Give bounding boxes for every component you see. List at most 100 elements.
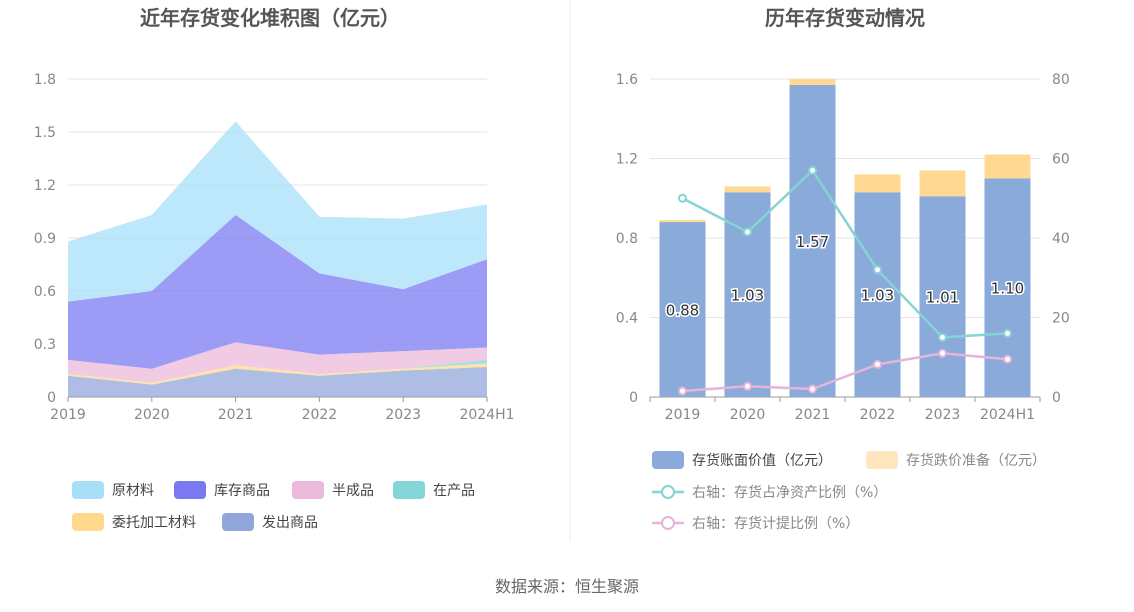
legend-label: 在产品 [433,483,475,499]
left-chart-title: 近年存货变化堆积图（亿元） [140,6,400,30]
bar-data-label: 1.03 [861,287,894,305]
line-series-1 [682,352,1008,393]
area-series-0 [68,366,487,397]
legend-swatch [72,481,104,499]
left-y-tick-label: 0.3 [34,337,56,353]
bar-book-value [919,196,966,397]
line-point [743,227,752,237]
right-x-tick-label: 2019 [665,407,701,423]
line-point [938,348,947,358]
right-bars [659,79,1031,398]
right-left-y-tick-label: 0 [629,390,638,406]
right-left-y-tick-labels: 0 0.4 0.8 1.2 1.6 [616,72,638,406]
right-x-tick-label: 2023 [925,407,961,423]
right-right-y-tick-label: 20 [1052,311,1070,327]
bar-book-value [789,84,836,398]
right-right-y-tick-labels: 0 20 40 60 80 [1052,72,1070,406]
line-point [743,381,752,391]
legend-swatch [174,481,206,499]
right-x-tick-label: 2021 [795,407,831,423]
legend-label: 存货账面价值（亿元） [692,452,832,469]
left-y-tick-label: 1.5 [34,125,56,141]
left-x-tick-label: 2021 [218,407,254,423]
bar-impairment [854,174,901,193]
right-x-tick-label: 2022 [860,407,896,423]
bar-book-value [659,222,706,397]
left-y-tick-label: 1.2 [34,178,56,194]
left-y-tick-labels: 0 0.3 0.6 0.9 1.2 1.5 1.8 [34,72,56,406]
stacked-area-chart: 近年存货变化堆积图（亿元） 00.30.60.91.21.51.8 2019 20… [34,6,515,531]
left-x-tick-label: 2022 [302,407,338,423]
line-series-0 [681,168,1008,339]
legend-swatch [866,451,898,469]
legend-label: 原材料 [112,483,154,499]
legend-label: 右轴：存货占净资产比例（%） [692,484,887,501]
legend-label: 库存商品 [214,483,270,499]
right-x-tick-label: 2024H1 [980,407,1035,423]
bar-line-chart: 历年存货变动情况 0.88 1.03 1.57 1.03 1.01 1.10 0 0.4 0.… [616,6,1070,532]
line-point [808,165,817,175]
bar-impairment [789,79,836,85]
line-point [678,386,687,396]
left-x-tick-label: 2024H1 [459,407,514,423]
legend-label: 右轴：存货计提比例（%） [692,515,859,532]
left-x-tick-label: 2023 [385,407,421,423]
right-lines [678,165,1012,396]
bar-data-label: 1.10 [991,280,1024,298]
bar-impairment [659,220,706,223]
legend-label: 委托加工材料 [112,515,196,531]
line-point [678,193,687,203]
line-point [808,384,817,394]
bar-data-label: 0.88 [666,302,699,320]
bar-data-label: 1.57 [796,233,829,251]
line-point [873,359,882,369]
line-point [873,265,882,275]
right-chart-title: 历年存货变动情况 [765,6,925,30]
legend-label: 发出商品 [262,515,318,531]
right-right-y-tick-label: 60 [1052,152,1070,168]
legend-swatch [393,481,425,499]
legend-swatch [72,513,104,531]
legend-marker [661,516,675,530]
line-point [1003,328,1012,338]
legend-label: 半成品 [332,483,374,499]
right-left-y-tick-label: 0.8 [616,231,638,247]
area-series-5 [68,121,487,302]
legend-swatch [222,513,254,531]
legend-swatch [292,481,324,499]
right-right-y-tick-label: 40 [1052,231,1070,247]
right-bar-labels: 0.88 1.03 1.57 1.03 1.01 1.10 [664,231,1025,321]
legend-label: 存货跌价准备（亿元） [906,452,1046,469]
bar-data-label: 1.03 [731,287,764,305]
right-x-tick-labels: 2019 2020 2021 2022 2023 2024H1 [649,397,1041,423]
left-x-tick-label: 2020 [134,407,170,423]
bar-impairment [984,154,1031,179]
left-x-tick-label: 2019 [50,407,86,423]
right-left-y-tick-label: 1.2 [616,152,638,168]
right-right-y-tick-label: 0 [1052,390,1061,406]
legend-marker [661,485,675,499]
area-series-1 [68,363,487,385]
right-grid [650,78,1040,398]
left-y-tick-label: 0 [47,390,56,406]
left-x-tick-labels: 2019 2020 2021 2022 2023 2024H1 [50,397,515,423]
right-left-y-tick-label: 0.4 [616,311,638,327]
bar-data-label: 1.01 [926,289,959,307]
bar-book-value [724,192,771,397]
legend-swatch [652,451,684,469]
left-y-tick-label: 0.6 [34,284,56,300]
right-left-y-tick-label: 1.6 [616,72,638,88]
area-series-3 [68,342,487,383]
area-series-4 [68,215,487,369]
data-source: 数据来源：恒生聚源 [495,577,639,596]
left-areas [68,121,487,397]
bar-impairment [919,170,966,197]
right-x-tick-label: 2020 [730,407,766,423]
line-point [938,332,947,342]
right-right-y-tick-label: 80 [1052,72,1070,88]
left-y-tick-label: 1.8 [34,72,56,88]
left-y-tick-label: 0.9 [34,231,56,247]
right-legend: 存货账面价值（亿元） 存货跌价准备（亿元） 右轴：存货占净资产比例（%） 右轴：存货计… [652,451,1046,532]
